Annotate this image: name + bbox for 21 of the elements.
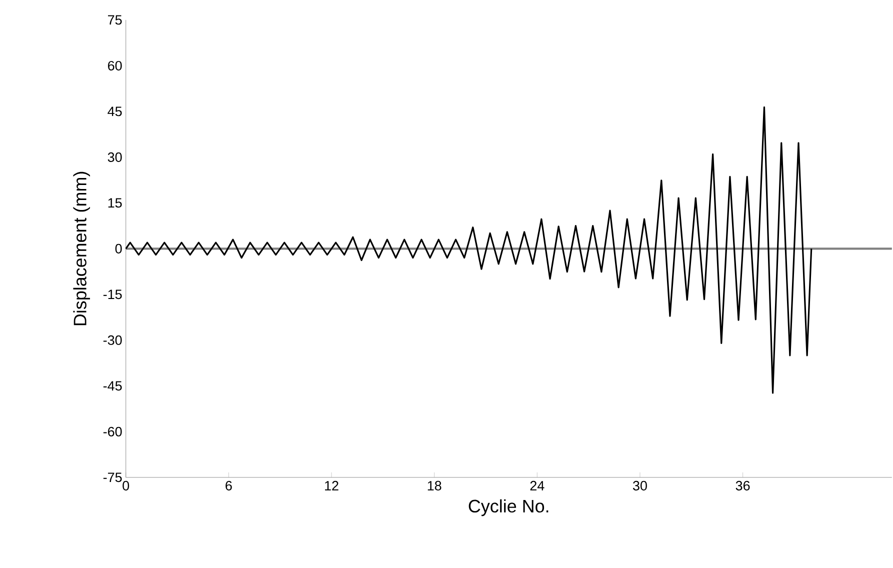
- y-axis-title: Displacement (mm): [73, 172, 90, 325]
- y-tick-label: -60: [103, 426, 122, 436]
- x-axis-title: Cyclie No.: [468, 499, 548, 516]
- y-tick-label: -45: [103, 381, 122, 390]
- y-tick-label: 30: [108, 152, 122, 162]
- y-tick-label: -15: [103, 290, 122, 299]
- x-tick-label: 18: [428, 480, 442, 490]
- y-tick-label: 60: [108, 60, 122, 70]
- x-tick-label: 0: [122, 480, 130, 490]
- y-tick-label: 45: [108, 106, 122, 116]
- y-tick-label: -30: [103, 335, 122, 345]
- y-tick-label: 75: [108, 15, 122, 25]
- x-tick-label: 6: [226, 480, 232, 490]
- x-tick-label: 36: [736, 480, 750, 490]
- x-tick-label: 30: [633, 480, 647, 490]
- y-tick-label: -75: [103, 472, 122, 482]
- x-tick-label: 24: [530, 480, 544, 490]
- x-tick-label: 12: [325, 480, 338, 490]
- line-series: [125, 106, 812, 394]
- y-tick-label: 15: [108, 198, 122, 208]
- y-tick-label: 0: [115, 244, 122, 254]
